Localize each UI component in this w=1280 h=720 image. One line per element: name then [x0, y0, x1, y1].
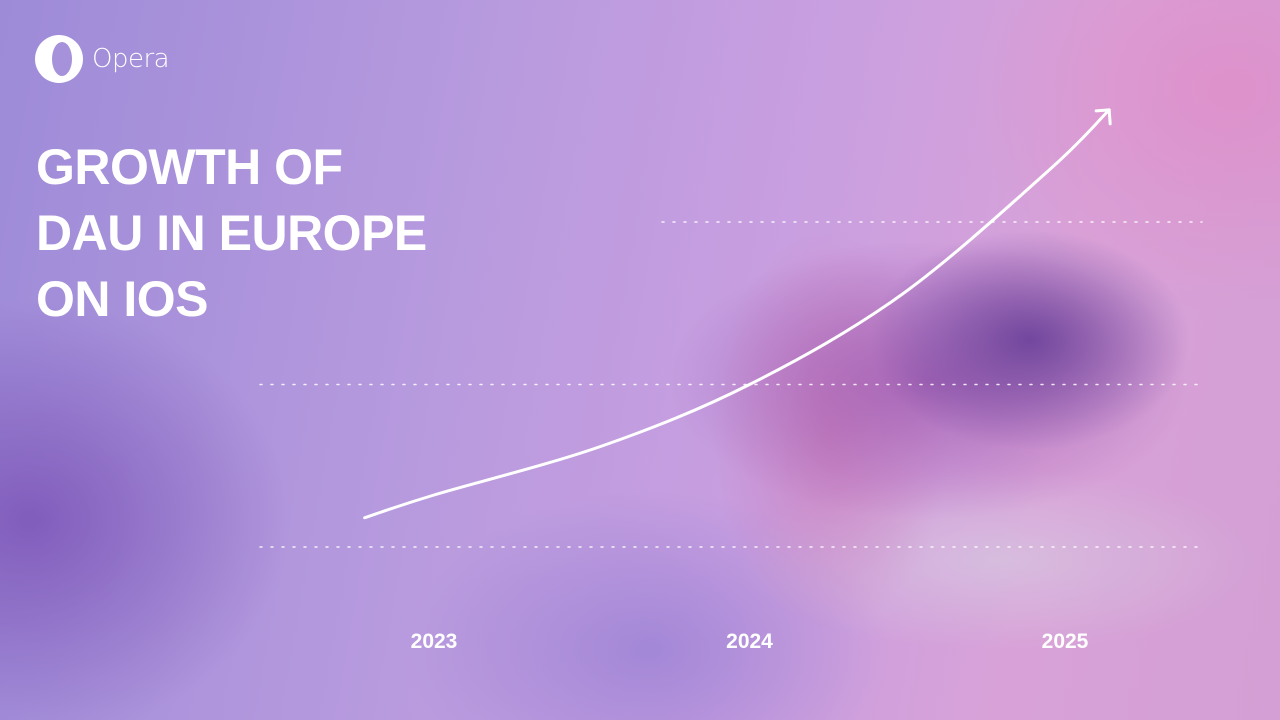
series-line	[363, 108, 1111, 520]
title-line: GROWTH OF	[36, 139, 343, 195]
x-tick-label: 2024	[726, 630, 773, 653]
x-axis-labels: 2023 2024 2025	[411, 630, 1089, 653]
series-group	[363, 108, 1112, 520]
page-title: GROWTH OF DAU IN EUROPE ON IOS	[36, 134, 427, 332]
opera-logo-icon	[35, 35, 83, 83]
gridlines	[259, 221, 1203, 548]
brand-logo: Opera	[34, 34, 170, 84]
arrow-head-icon	[1094, 108, 1112, 126]
title-line: DAU IN EUROPE	[36, 205, 427, 261]
x-tick-label: 2025	[1042, 630, 1089, 653]
x-tick-label: 2023	[411, 630, 458, 653]
brand-name: Opera	[92, 44, 170, 74]
title-line: ON IOS	[36, 271, 209, 327]
